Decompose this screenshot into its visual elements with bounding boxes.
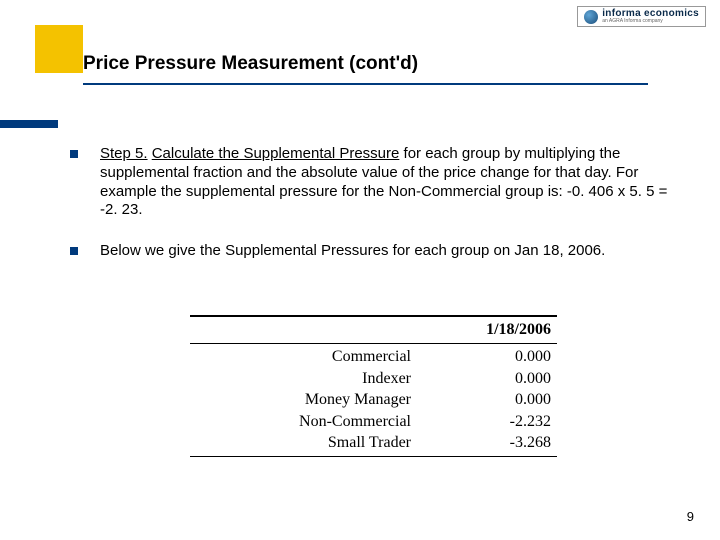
row-label: Indexer: [196, 368, 461, 390]
body-content: Step 5. Calculate the Supplemental Press…: [70, 145, 670, 283]
supplemental-pressure-table: 1/18/2006 Commercial 0.000 Indexer 0.000…: [190, 315, 557, 457]
row-label: Non-Commercial: [196, 411, 461, 433]
page-number: 9: [687, 509, 694, 524]
yellow-square-decor: [35, 25, 83, 73]
row-value: 0.000: [461, 368, 551, 390]
bullet-text: Step 5. Calculate the Supplemental Press…: [100, 145, 670, 220]
row-value: -2.232: [461, 411, 551, 433]
blue-accent-bar: [0, 120, 58, 128]
logo-text: informa economics an AGRA Informa compan…: [602, 9, 699, 24]
bullet-text: Below we give the Supplemental Pressures…: [100, 242, 670, 261]
bullet-icon: [70, 150, 78, 158]
row-label: Small Trader: [196, 432, 461, 454]
row-label: Commercial: [196, 346, 461, 368]
globe-icon: [584, 10, 598, 24]
step-action: Calculate the Supplemental Pressure: [152, 145, 400, 162]
slide-title: Price Pressure Measurement (cont'd): [83, 53, 418, 75]
list-item: Below we give the Supplemental Pressures…: [70, 242, 670, 261]
table-row: Small Trader -3.268: [190, 432, 557, 454]
table-date: 1/18/2006: [486, 321, 551, 339]
table-header: 1/18/2006: [190, 315, 557, 344]
brand-logo: informa economics an AGRA Informa compan…: [577, 6, 706, 27]
row-value: 0.000: [461, 346, 551, 368]
table-row: Indexer 0.000: [190, 368, 557, 390]
row-label: Money Manager: [196, 389, 461, 411]
table-row: Non-Commercial -2.232: [190, 411, 557, 433]
row-value: 0.000: [461, 389, 551, 411]
title-underline: [83, 83, 648, 85]
logo-subtitle: an AGRA Informa company: [602, 19, 699, 24]
row-value: -3.268: [461, 432, 551, 454]
table-row: Money Manager 0.000: [190, 389, 557, 411]
step-label: Step 5.: [100, 145, 148, 162]
table-body: Commercial 0.000 Indexer 0.000 Money Man…: [190, 344, 557, 457]
bullet-icon: [70, 247, 78, 255]
table-row: Commercial 0.000: [190, 346, 557, 368]
list-item: Step 5. Calculate the Supplemental Press…: [70, 145, 670, 220]
